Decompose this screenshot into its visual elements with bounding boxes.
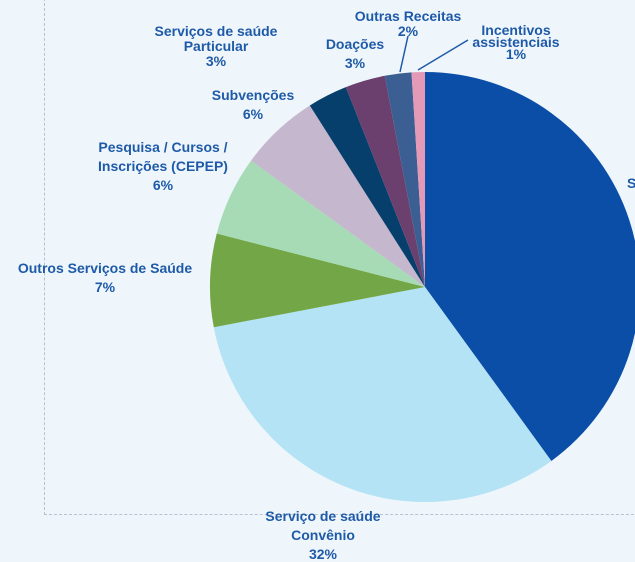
slice-label: Serviços de saúde Particular 3% [155, 23, 278, 69]
slice-label-line: S [627, 175, 635, 191]
slice-label-line: Serviço de saúde [265, 508, 380, 524]
slice-labels: S Serviço de saúde Convênio 32% Outros Servi… [18, 8, 635, 562]
slice-label-line: Outras Receitas [355, 8, 462, 24]
slice-label-line: 3% [345, 55, 366, 71]
slice-label: Pesquisa / Cursos / Inscrições (CEPEP) 6% [98, 139, 228, 193]
pie-slice [213, 287, 552, 502]
slice-label: Subvenções 6% [212, 87, 295, 122]
slice-label: Serviço de saúde Convênio 32% [265, 508, 380, 562]
leader-lines [399, 35, 469, 73]
slice-label-line: Particular [184, 38, 249, 54]
slice-label-line: Convênio [291, 527, 355, 543]
pie-slice [425, 72, 635, 461]
pie-slices [209, 71, 635, 502]
slice-label-line: 7% [95, 279, 116, 295]
slice-label: Outros Serviços de Saúde 7% [18, 260, 192, 295]
plot-frame [44, 0, 635, 515]
pie-slice [411, 71, 425, 287]
pie-slice [345, 75, 425, 287]
leader-line [399, 35, 409, 73]
slice-label-line: Doações [326, 36, 385, 52]
slice-label-line: assistenciais [472, 34, 559, 50]
slice-label-line: Incentivos [481, 22, 550, 38]
slice-label-line: Pesquisa / Cursos / [98, 139, 227, 155]
slice-label-line: Serviços de saúde [155, 23, 278, 39]
pie-slice [251, 105, 425, 287]
pie-slice [209, 233, 425, 328]
slice-label-line: 32% [309, 546, 338, 562]
slice-label-line: 2% [398, 23, 419, 39]
slice-label-line: 6% [243, 106, 264, 122]
leader-line [417, 39, 469, 71]
slice-label-line: 6% [153, 177, 174, 193]
slice-label: S [627, 175, 635, 191]
slice-label-line: Subvenções [212, 87, 295, 103]
pie-slice [216, 160, 425, 287]
slice-label: Outras Receitas 2% [355, 8, 462, 39]
pie-slice [309, 87, 425, 287]
slice-label-line: Outros Serviços de Saúde [18, 260, 192, 276]
slice-label-line: Inscrições (CEPEP) [98, 158, 228, 174]
slice-label: Incentivos assistenciais 1% [472, 22, 559, 62]
pie-slice [384, 72, 425, 287]
slice-label: Doações 3% [326, 36, 385, 71]
slice-label-line: 3% [206, 53, 227, 69]
slice-label-line: 1% [506, 46, 527, 62]
